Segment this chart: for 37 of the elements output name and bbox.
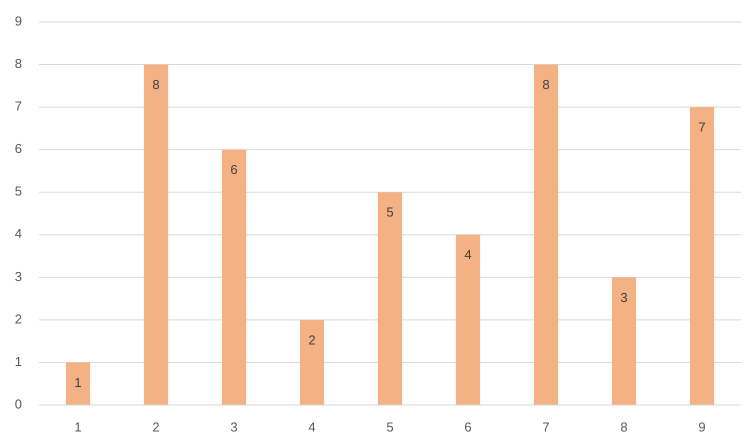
x-tick-label: 6 xyxy=(464,419,472,434)
y-tick-label: 6 xyxy=(14,141,22,156)
data-label: 7 xyxy=(698,120,706,135)
y-tick-label: 7 xyxy=(14,98,22,114)
x-tick-label: 3 xyxy=(230,419,238,434)
bar xyxy=(534,64,558,405)
y-tick-label: 0 xyxy=(14,396,22,412)
x-tick-label: 5 xyxy=(386,419,394,434)
x-tick-label: 8 xyxy=(620,419,628,434)
data-label: 1 xyxy=(74,374,82,390)
data-label: 3 xyxy=(620,290,628,305)
x-tick-label: 2 xyxy=(152,419,160,434)
y-tick-label: 5 xyxy=(14,184,22,199)
y-tick-label: 8 xyxy=(14,56,22,71)
y-tick-label: 1 xyxy=(14,354,22,369)
data-label: 4 xyxy=(464,247,472,262)
data-label: 8 xyxy=(152,76,160,92)
bar xyxy=(690,107,714,405)
y-tick-label: 2 xyxy=(14,311,22,326)
data-label: 8 xyxy=(542,76,550,92)
bar xyxy=(612,277,636,405)
bar xyxy=(300,320,324,405)
x-tick-label: 1 xyxy=(74,419,82,434)
y-tick-label: 4 xyxy=(14,226,22,242)
y-tick-label: 9 xyxy=(14,13,22,28)
x-tick-label: 7 xyxy=(542,419,550,434)
bar xyxy=(222,150,246,405)
bar xyxy=(66,362,90,405)
data-label: 2 xyxy=(308,332,316,348)
bar xyxy=(456,234,480,405)
bar xyxy=(144,64,168,405)
data-label: 6 xyxy=(230,162,238,178)
x-tick-label: 9 xyxy=(698,419,706,434)
x-tick-label: 4 xyxy=(308,419,316,434)
bar xyxy=(378,192,402,405)
data-label: 5 xyxy=(386,204,394,220)
y-tick-label: 3 xyxy=(14,268,22,284)
